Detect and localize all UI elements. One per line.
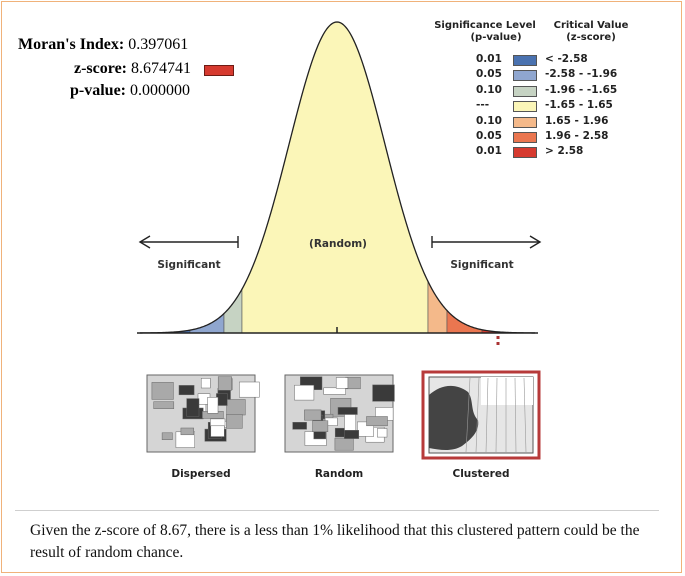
legend-header-significance: Significance Level (p-value)	[434, 20, 536, 43]
legend-p-value: 0.05	[476, 68, 502, 81]
significance-legend: Significance Level (p-value) Critical Va…	[434, 20, 680, 159]
moran-index-value: 0.397061	[128, 36, 189, 53]
legend-p-value: 0.10	[476, 83, 502, 96]
legend-swatch	[513, 147, 537, 159]
p-value-label: p-value:	[70, 82, 126, 99]
legend-p-value: 0.10	[476, 114, 502, 127]
moran-index-label: Moran's Index:	[18, 36, 125, 53]
legend-p-value: 0.01	[476, 53, 502, 65]
legend-critical-value: 1.65 - 1.96	[545, 114, 609, 127]
curve-band	[481, 22, 535, 333]
random-center-label: (Random)	[309, 238, 367, 250]
legend-critical-value: -1.65 - 1.65	[545, 99, 613, 112]
z-score-swatch	[204, 65, 234, 76]
legend-swatch	[513, 70, 537, 82]
legend-swatch	[513, 85, 537, 97]
legend-critical-value: > 2.58	[545, 145, 584, 158]
legend-swatch	[513, 101, 537, 113]
bell-curve-line	[140, 21, 536, 334]
curve-band	[446, 22, 483, 333]
curve-band	[223, 22, 243, 333]
legend-critical-value: < -2.58	[545, 53, 588, 65]
p-value-value: 0.000000	[130, 82, 190, 99]
caption-divider	[15, 510, 659, 511]
curve-band	[241, 22, 429, 333]
caption-text: Given the z-score of 8.67, there is a le…	[30, 522, 640, 561]
legend-critical-value: -2.58 - -1.96	[545, 68, 618, 81]
legend-swatch	[513, 116, 537, 128]
z-score-value: 8.674741	[131, 60, 191, 77]
right-significant-arrow	[431, 235, 542, 249]
curve-band	[189, 22, 225, 333]
legend-swatch	[513, 132, 537, 143]
z-score-label: z-score:	[74, 60, 127, 77]
random-label: Random	[314, 468, 364, 480]
legend-p-value: 0.05	[476, 130, 502, 142]
legend-swatch	[513, 55, 537, 66]
right-significant-label: Significant	[450, 259, 513, 271]
legend-header-critical: Critical Value (z-score)	[553, 20, 629, 43]
clustered-label: Clustered	[452, 468, 510, 480]
legend-p-value: 0.01	[476, 145, 502, 158]
legend-critical-value: 1.96 - 2.58	[545, 130, 609, 142]
left-significant-arrow	[138, 235, 239, 249]
legend-p-value: ---	[476, 99, 490, 112]
dispersed-label: Dispersed	[171, 468, 231, 480]
bell-curve-diagram: Significant Significant (Random)	[137, 21, 542, 345]
legend-critical-value: -1.96 - -1.65	[545, 83, 618, 96]
curve-band	[140, 22, 191, 333]
left-significant-label: Significant	[157, 259, 220, 271]
